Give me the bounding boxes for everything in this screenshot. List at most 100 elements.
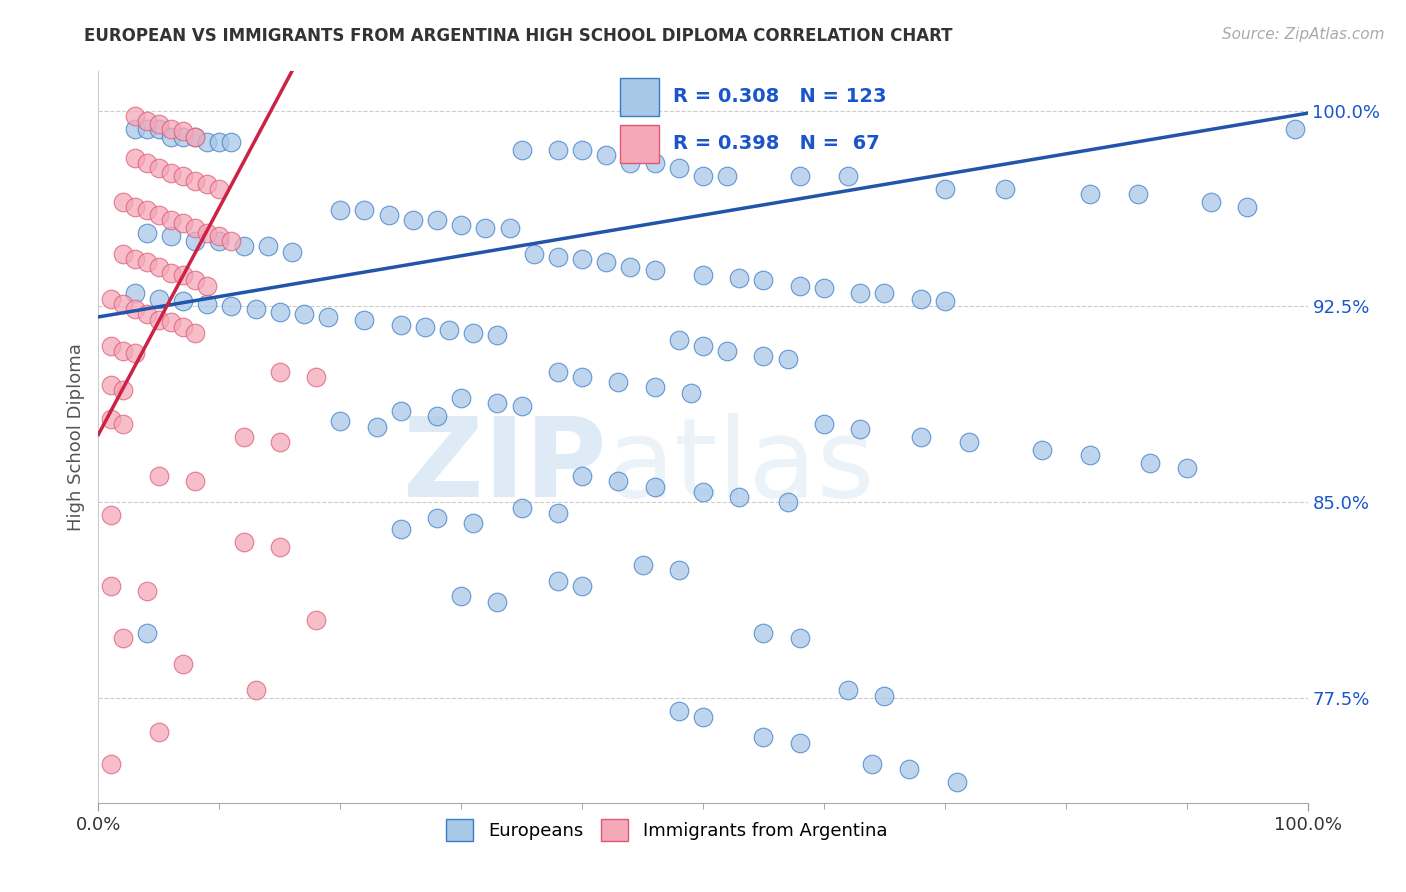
Point [1175,461,1198,475]
Point [994,182,1017,196]
Point [1031,443,1053,458]
Point [716,169,738,183]
Point [716,343,738,358]
Legend: Europeans, Immigrants from Argentina: Europeans, Immigrants from Argentina [439,812,894,848]
Point [547,365,569,379]
Point [547,574,569,588]
Point [510,500,533,515]
Point [269,365,291,379]
Point [195,135,218,149]
Point [547,250,569,264]
Point [148,260,170,275]
Point [377,208,399,222]
Point [316,310,339,324]
Point [305,613,328,627]
Point [849,422,872,436]
Point [910,292,932,306]
Point [752,626,775,640]
Point [184,129,207,144]
Point [728,490,751,504]
Point [752,273,775,287]
Point [124,200,146,214]
Bar [620,78,659,116]
Point [837,683,859,698]
Point [111,343,134,358]
Point [437,323,460,337]
Point [124,301,146,317]
Point [135,255,157,269]
Point [100,339,122,353]
Point [752,731,775,745]
Point [184,221,207,235]
Point [789,736,811,750]
Point [245,683,267,698]
Point [1078,187,1101,202]
Point [172,169,194,183]
Point [571,252,593,267]
Point [934,294,956,309]
Point [692,169,714,183]
Point [776,351,799,366]
Point [111,632,134,646]
Point [644,480,666,494]
Point [668,334,690,348]
Point [269,304,291,318]
Point [619,260,641,275]
Point [172,657,194,672]
Text: EUROPEAN VS IMMIGRANTS FROM ARGENTINA HIGH SCHOOL DIPLOMA CORRELATION CHART: EUROPEAN VS IMMIGRANTS FROM ARGENTINA HI… [84,27,953,45]
Point [837,169,859,183]
Bar [620,126,659,162]
Point [873,689,896,703]
Point [450,391,472,405]
Point [172,294,194,309]
Point [124,109,146,123]
Point [160,166,183,180]
Point [668,705,690,719]
Point [776,495,799,509]
Point [135,227,157,241]
Point [100,292,122,306]
Point [208,229,231,244]
Point [389,404,412,418]
Point [426,511,449,525]
Point [111,194,134,209]
Point [1128,187,1150,202]
Point [148,117,170,131]
Text: R = 0.308   N = 123: R = 0.308 N = 123 [673,87,887,106]
Point [269,540,291,554]
Point [221,234,243,248]
Point [305,370,328,384]
Point [208,135,231,149]
Point [184,326,207,340]
Point [124,151,146,165]
Point [571,579,593,593]
Point [221,300,243,314]
Point [100,508,122,523]
Point [148,208,170,222]
Point [135,584,157,599]
Point [281,244,304,259]
Point [389,522,412,536]
Point [644,263,666,277]
Point [160,315,183,329]
Point [571,469,593,483]
Point [124,286,146,301]
Point [486,594,509,608]
Point [1236,200,1258,214]
Text: Source: ZipAtlas.com: Source: ZipAtlas.com [1222,27,1385,42]
Point [148,725,170,739]
Point [789,632,811,646]
Point [135,307,157,321]
Point [232,430,254,444]
Point [510,399,533,413]
Point [547,143,569,157]
Point [619,155,641,169]
Point [860,756,883,771]
Point [692,709,714,723]
Point [100,579,122,593]
Point [644,380,666,394]
Point [111,417,134,431]
Point [100,411,122,425]
Text: R = 0.398   N =  67: R = 0.398 N = 67 [673,135,880,153]
Point [692,268,714,282]
